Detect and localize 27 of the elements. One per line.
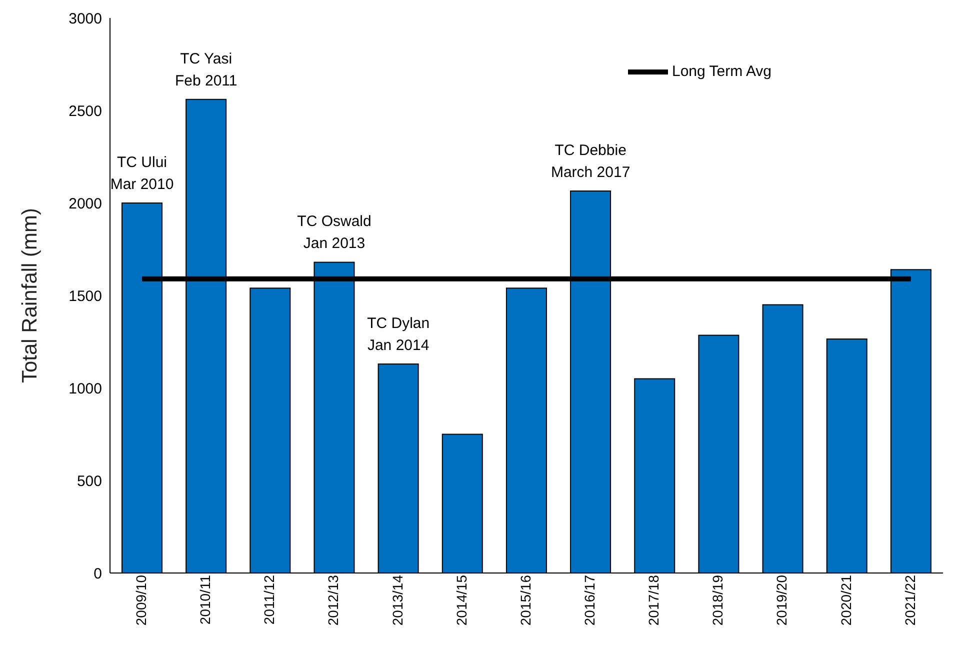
- x-tick-label: 2009/10: [132, 574, 149, 626]
- y-tick-label: 2500: [68, 102, 102, 120]
- x-tick-label: 2013/14: [389, 574, 406, 626]
- x-tick-label: 2016/17: [582, 574, 598, 626]
- y-tick-label: 0: [94, 565, 102, 582]
- annotation: TC Debbie March 2017: [550, 142, 630, 181]
- legend-label: Long Term Avg: [672, 62, 772, 80]
- x-tick-label: 2010/11: [197, 574, 214, 625]
- y-tick-label: 500: [76, 472, 102, 490]
- annotation: TC Yasi Feb 2011: [174, 50, 238, 90]
- y-tick-label: 2000: [68, 195, 102, 212]
- annotation: TC Dylan Jan 2014: [367, 314, 430, 354]
- x-tick-label: 2015/16: [517, 574, 534, 626]
- x-tick-label: 2012/13: [325, 574, 342, 626]
- y-tick-label: 1500: [68, 288, 102, 305]
- x-tick-label: 2021/22: [902, 574, 918, 626]
- annotation: TC Oswald Jan 2013: [297, 213, 372, 252]
- annotation: TC Ului Mar 2010: [110, 154, 174, 193]
- x-tick-label: 2018/19: [710, 574, 726, 626]
- x-tick-label: 2011/12: [261, 574, 278, 625]
- y-tick-label: 3000: [68, 10, 102, 28]
- y-tick-label: 1000: [68, 380, 102, 398]
- x-tick-label: 2019/20: [774, 574, 790, 626]
- x-tick-label: 2017/18: [646, 574, 662, 626]
- x-tick-label: 2020/21: [838, 574, 854, 626]
- x-tick-label: 2014/15: [453, 574, 470, 626]
- y-axis-title: Total Rainfall (mm): [18, 208, 42, 384]
